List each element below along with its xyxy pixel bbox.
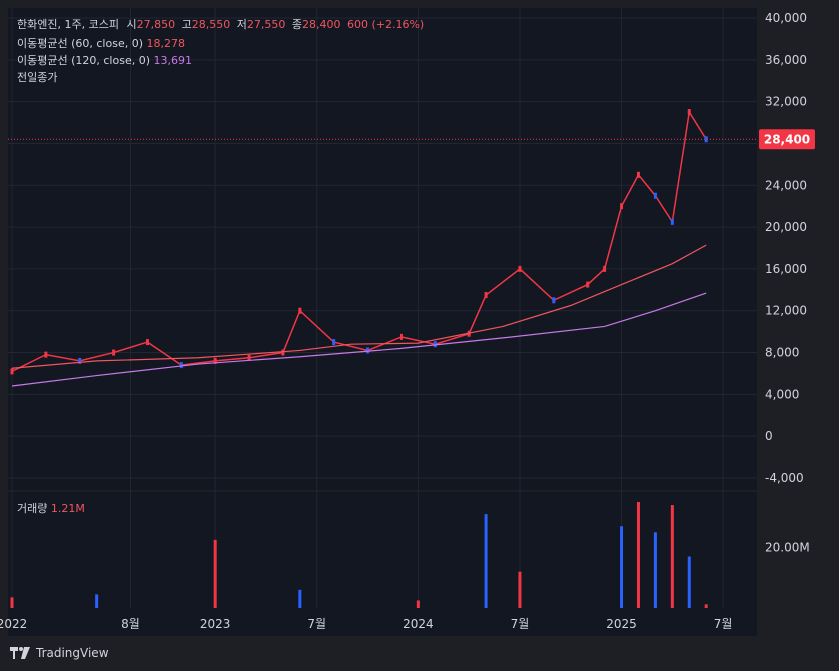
ma120-legend[interactable]: 이동평균선 (120, close, 0) 13,691 [17, 53, 192, 69]
price-candle [10, 368, 14, 375]
volume-bar [95, 594, 99, 608]
price-candle [552, 297, 556, 304]
legend-high: 28,550 [191, 18, 231, 31]
prev-close-label: 전일종가 [17, 71, 58, 84]
legend-low-label: 저 [236, 18, 247, 31]
ma120-value: 13,691 [153, 54, 193, 67]
price-pane [8, 8, 757, 490]
price-candle [78, 357, 82, 364]
brand-label: TradingView [36, 646, 109, 660]
price-candle [433, 341, 437, 348]
price-candle [366, 347, 370, 354]
price-candle [179, 362, 183, 369]
tradingview-logo[interactable]: TradingView [10, 646, 109, 660]
volume-legend[interactable]: 거래량 1.21M [17, 501, 85, 517]
ohlc-legend: 한화엔진, 1주, 코스피 시27,850 고28,550 저27,550 종2… [17, 17, 424, 33]
x-tick-label: 2025 [606, 617, 637, 631]
price-candle [281, 349, 285, 356]
x-tick-label: 7월 [714, 617, 733, 631]
volume-bar [298, 589, 302, 608]
x-tick-label: 2023 [200, 617, 231, 631]
x-tick-label: 2022 [0, 617, 27, 631]
price-candle [620, 203, 624, 210]
legend-high-label: 고 [181, 18, 192, 31]
price-candle [484, 292, 488, 299]
legend-close: 28,400 [301, 18, 341, 31]
y-tick-label: 20,000 [765, 220, 807, 234]
x-tick-label: 7월 [511, 617, 530, 631]
ma60-line [11, 244, 707, 369]
y-tick-label: 24,000 [765, 178, 807, 192]
volume-tick-label: 20.00M [765, 540, 810, 554]
volume-bar [670, 505, 674, 608]
volume-label: 거래량 [17, 502, 48, 515]
price-axis-pane [757, 8, 839, 636]
price-candle [332, 339, 336, 346]
y-tick-label: -4,000 [765, 471, 804, 485]
volume-bar [687, 556, 691, 608]
volume-bar [10, 597, 14, 608]
ma120-label: 이동평균선 (120, close, 0) [17, 54, 150, 67]
x-tick-label: 8월 [121, 617, 140, 631]
price-candle [636, 171, 640, 178]
price-candle [145, 339, 149, 346]
volume-bar [704, 604, 708, 608]
volume-pane [8, 492, 757, 608]
legend-symbol: 한화엔진, 1주, 코스피 [17, 18, 119, 31]
ma60-value: 18,278 [146, 37, 186, 50]
price-candle [670, 218, 674, 225]
price-candle [298, 307, 302, 314]
price-candle [44, 351, 48, 358]
price-candle [518, 265, 522, 272]
price-candle [399, 333, 403, 340]
ma60-legend[interactable]: 이동평균선 (60, close, 0) 18,278 [17, 36, 185, 52]
y-tick-label: 4,000 [765, 387, 799, 401]
volume-bar [416, 600, 420, 608]
price-tag-box [759, 129, 815, 150]
y-tick-label: 12,000 [765, 304, 807, 318]
legend-open-label: 시 [126, 18, 137, 31]
y-tick-label: 0 [765, 429, 773, 443]
y-tick-label: 36,000 [765, 53, 807, 67]
legend-close-label: 종 [291, 18, 302, 31]
volume-bar [653, 532, 657, 608]
prev-close-legend[interactable]: 전일종가 [17, 70, 57, 86]
price-candle [603, 265, 607, 272]
price-close-line [11, 109, 707, 373]
y-tick-label: 16,000 [765, 262, 807, 276]
price-candle [112, 349, 116, 356]
price-tag: 28,400 [764, 132, 810, 146]
volume-bar [518, 571, 522, 608]
tradingview-icon [10, 647, 30, 659]
price-candle [586, 281, 590, 288]
ma60-label: 이동평균선 (60, close, 0) [17, 37, 143, 50]
price-candle [687, 109, 691, 116]
x-tick-label: 7월 [307, 617, 326, 631]
x-tick-label: 2024 [403, 617, 434, 631]
y-tick-label: 8,000 [765, 346, 799, 360]
price-candle [247, 354, 251, 361]
volume-value: 1.21M [50, 502, 85, 515]
price-candle [704, 136, 708, 143]
legend-change: 600 (+2.16%) [346, 18, 425, 31]
volume-bar [636, 502, 640, 608]
price-candle [213, 357, 217, 364]
y-tick-label: 40,000 [765, 11, 807, 25]
volume-bar [484, 514, 488, 608]
price-candle [467, 330, 471, 337]
volume-bar [620, 526, 624, 608]
legend-open: 27,850 [136, 18, 176, 31]
y-tick-label: 32,000 [765, 95, 807, 109]
price-candle [653, 192, 657, 199]
volume-bar [213, 539, 217, 608]
time-axis-pane [8, 608, 757, 636]
legend-low: 27,550 [246, 18, 286, 31]
ma120-line [11, 292, 707, 387]
